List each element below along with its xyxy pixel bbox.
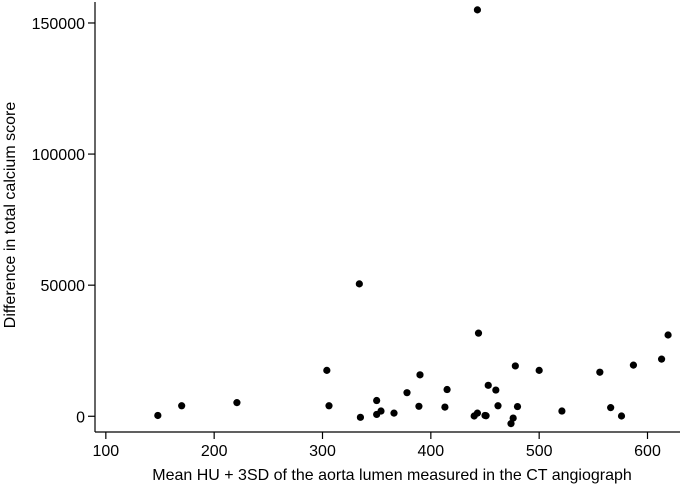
data-point: [325, 402, 333, 410]
data-point: [513, 402, 522, 411]
x-tick-label: 200: [201, 443, 228, 460]
data-point: [377, 407, 385, 415]
data-point: [482, 412, 490, 420]
data-point: [484, 381, 492, 389]
data-point: [558, 407, 566, 415]
data-point: [664, 331, 672, 339]
data-point: [403, 389, 411, 397]
data-point: [390, 409, 398, 417]
data-point: [607, 404, 615, 412]
data-point: [355, 280, 363, 288]
y-tick-label: 150000: [32, 16, 85, 33]
data-point: [511, 362, 519, 370]
y-axis: 0 50000 100000 150000: [32, 2, 96, 432]
data-point: [178, 402, 186, 410]
x-tick-label: 100: [92, 443, 119, 460]
data-point: [373, 396, 381, 405]
x-tick-label: 600: [634, 443, 661, 460]
data-point: [233, 399, 241, 407]
data-point: [657, 355, 666, 363]
data-points: [154, 6, 672, 428]
data-point: [474, 329, 483, 337]
data-point: [494, 402, 502, 410]
data-point: [629, 361, 638, 369]
data-point: [154, 411, 162, 420]
x-tick-label: 300: [309, 443, 336, 460]
data-point: [443, 385, 451, 394]
data-point: [492, 386, 500, 394]
y-tick-label: 0: [76, 409, 85, 426]
data-point: [509, 414, 517, 422]
x-tick-label: 400: [417, 443, 444, 460]
x-axis: 100 200 300 400 500 600: [92, 431, 680, 460]
x-axis-label: Mean HU + 3SD of the aorta lumen measure…: [152, 467, 632, 484]
y-tick-label: 50000: [41, 278, 86, 295]
data-point: [441, 403, 449, 411]
data-point: [535, 366, 543, 374]
data-point: [617, 412, 626, 420]
data-point: [415, 402, 423, 410]
data-point: [416, 371, 424, 379]
y-axis-label: Difference in total calcium score: [2, 102, 19, 329]
data-point: [323, 366, 331, 374]
data-point: [507, 420, 515, 428]
data-point: [473, 6, 482, 14]
data-point: [596, 368, 604, 376]
x-tick-label: 500: [526, 443, 553, 460]
data-point: [356, 413, 365, 421]
data-point: [473, 409, 482, 417]
y-tick-label: 100000: [32, 147, 85, 164]
